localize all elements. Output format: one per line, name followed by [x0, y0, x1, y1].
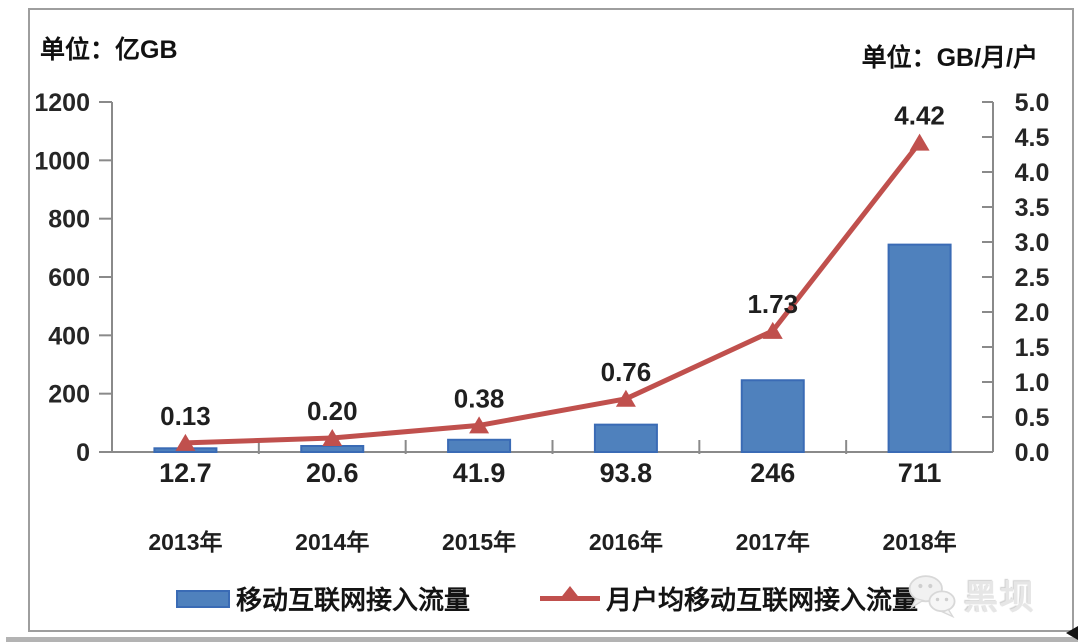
x-axis-category-label: 2015年 — [442, 529, 516, 555]
bar-2014年 — [300, 444, 365, 454]
left-axis-tick-label: 1200 — [34, 89, 90, 117]
right-axis-tick-label: 0.5 — [1015, 404, 1050, 432]
chart-panel: 单位：亿GB 单位：GB/月/户 0 200 400 600 800 1000 1200 0.… — [28, 8, 1074, 632]
bar-2018年 — [887, 243, 952, 453]
bar-value-label: 20.6 — [306, 458, 359, 488]
bar-value-label: 41.9 — [453, 458, 506, 488]
resize-handle-icon[interactable] — [1066, 626, 1078, 640]
bar-2015年 — [447, 438, 512, 454]
bar-2017年 — [740, 379, 805, 453]
line-value-label: 0.13 — [160, 401, 211, 431]
x-axis-category-label: 2017年 — [736, 529, 810, 555]
right-axis-tick-label: 5.0 — [1015, 89, 1050, 117]
right-axis-tick-label: 2.5 — [1015, 264, 1050, 292]
line-series-path — [185, 141, 922, 446]
legend-label-bar-series: 移动互联网接入流量 — [236, 585, 471, 615]
bar-value-label: 246 — [750, 458, 795, 488]
left-axis-unit-label: 单位：亿GB — [40, 36, 178, 64]
x-axis-category-label: 2018年 — [882, 529, 956, 555]
panel-shadow — [6, 637, 1078, 642]
right-axis-tick-label: 2.0 — [1015, 299, 1050, 327]
line-marker-2018年 — [909, 133, 930, 151]
bar-value-label: 711 — [898, 458, 942, 488]
right-axis-tick-label: 3.0 — [1015, 229, 1050, 257]
line-marker-2017年 — [762, 321, 783, 339]
right-axis-tick-label: 1.5 — [1015, 334, 1050, 362]
x-axis-category-label: 2016年 — [589, 529, 663, 555]
x-axis-category-label: 2013年 — [148, 529, 222, 555]
line-marker-2014年 — [322, 429, 343, 446]
line-marker-2015年 — [469, 416, 490, 434]
legend-item-bar-series: 移动互联网接入流量 — [176, 580, 470, 617]
line-value-label: 0.38 — [454, 383, 505, 413]
left-axis-tick-label: 200 — [48, 381, 90, 409]
right-axis-tick-label: 4.5 — [1015, 124, 1050, 152]
combo-bar-line-chart: 0 200 400 600 800 1000 1200 0.0 0.5 1.0 1.5 2.0 2.5 3… — [34, 89, 1050, 555]
left-axis-tick-label: 1000 — [34, 147, 90, 175]
line-marker-2013年 — [175, 433, 196, 451]
bar-2016年 — [593, 423, 658, 453]
left-axis-tick-label: 0 — [76, 439, 90, 467]
bar-value-label: 12.7 — [159, 458, 212, 488]
bar-value-label: 93.8 — [600, 458, 653, 488]
watermark-brand-text: 黑坝 — [964, 579, 1036, 617]
line-marker-swatch-icon — [540, 586, 600, 601]
x-axis-category-label: 2014年 — [295, 529, 369, 555]
right-axis-tick-label: 0.0 — [1015, 439, 1050, 467]
right-axis-unit-label: 单位：GB/月/户 — [861, 44, 1038, 72]
right-axis-tick-label: 3.5 — [1015, 194, 1050, 222]
triangle-marker-icon — [559, 586, 581, 600]
line-marker-2016年 — [615, 389, 636, 407]
legend-item-line-series: 月户均移动互联网接入流量 — [540, 580, 918, 617]
line-value-label: 0.20 — [307, 396, 358, 426]
left-axis-tick-label: 600 — [48, 264, 90, 292]
line-value-label: 1.73 — [747, 289, 798, 319]
right-axis-tick-label: 1.0 — [1015, 369, 1050, 397]
watermark: 黑坝 — [906, 570, 1036, 619]
bar-swatch-icon — [176, 589, 230, 608]
line-value-label: 0.76 — [601, 357, 652, 387]
left-axis-tick-label: 400 — [48, 322, 90, 350]
legend-label-line-series: 月户均移动互联网接入流量 — [606, 585, 919, 615]
line-value-label: 4.42 — [894, 101, 945, 131]
left-axis-tick-label: 800 — [48, 206, 90, 234]
right-axis-tick-label: 4.0 — [1015, 159, 1050, 187]
wechat-icon — [908, 574, 956, 618]
